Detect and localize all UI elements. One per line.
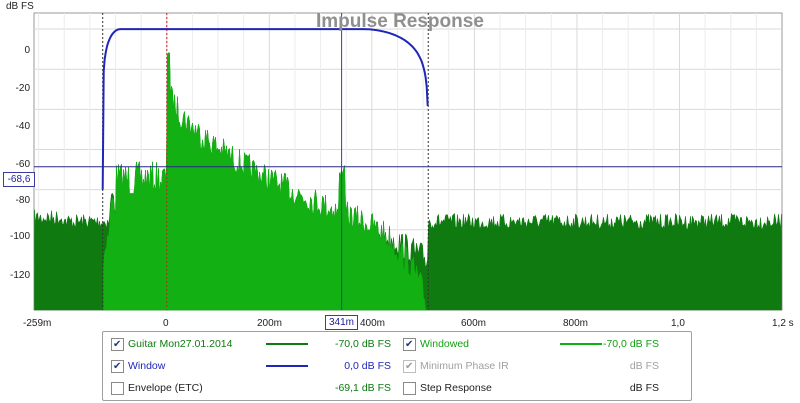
y-tick-label: -80 bbox=[15, 195, 30, 206]
legend-panel: Guitar Mon27.01.2014 -70,0 dB FS Windowe… bbox=[102, 331, 692, 401]
step-response-checkbox[interactable] bbox=[403, 382, 416, 395]
x-tick-label: 400m bbox=[360, 318, 386, 329]
legend-row-envelope[interactable]: Envelope (ETC) -69,1 dB FS bbox=[111, 379, 391, 397]
minimum-phase-label: Minimum Phase IR bbox=[420, 360, 509, 372]
chart-title: Impulse Response bbox=[316, 11, 484, 32]
x-tick-label: 200m bbox=[257, 318, 283, 329]
x-tick-label: 0 bbox=[163, 318, 169, 329]
legend-row-window[interactable]: Window 0,0 dB FS bbox=[111, 357, 391, 376]
window-value: 0,0 dB FS bbox=[344, 360, 391, 372]
y-axis-unit: dB FS bbox=[6, 1, 34, 12]
legend-row-guitar[interactable]: Guitar Mon27.01.2014 -70,0 dB FS bbox=[111, 335, 391, 354]
window-label: Window bbox=[128, 360, 166, 372]
minimum-phase-checkbox[interactable] bbox=[403, 358, 416, 376]
window-checkbox[interactable] bbox=[111, 358, 124, 376]
envelope-value: -69,1 dB FS bbox=[334, 382, 391, 394]
y-tick-label: -40 bbox=[15, 121, 30, 132]
guitar-checkbox[interactable] bbox=[111, 336, 124, 354]
legend-row-step-response[interactable]: Step Response dB FS bbox=[403, 379, 683, 397]
y-tick-label: -20 bbox=[15, 83, 30, 94]
guitar-label: Guitar Mon27.01.2014 bbox=[128, 338, 233, 350]
x-tick-label: -259m bbox=[23, 318, 52, 329]
y-tick-label: 0 bbox=[24, 45, 30, 56]
y-cursor-readout[interactable]: -68,6 bbox=[3, 172, 35, 187]
window-swatch bbox=[266, 365, 308, 367]
step-response-label: Step Response bbox=[420, 382, 492, 394]
windowed-swatch bbox=[560, 343, 602, 345]
series-window-curve bbox=[101, 28, 429, 190]
y-tick-label: -120 bbox=[9, 270, 30, 281]
x-tick-label: 1,2 s bbox=[772, 318, 794, 329]
legend-row-minimum-phase[interactable]: Minimum Phase IR dB FS bbox=[403, 357, 683, 376]
windowed-impulse-area bbox=[103, 52, 428, 311]
legend-row-windowed[interactable]: Windowed -70,0 dB FS bbox=[403, 335, 683, 354]
windowed-label: Windowed bbox=[420, 338, 470, 350]
envelope-label: Envelope (ETC) bbox=[128, 382, 203, 394]
y-tick-label: -100 bbox=[9, 231, 30, 242]
windowed-value: -70,0 dB FS bbox=[602, 338, 659, 350]
y-tick-label: -60 bbox=[15, 159, 30, 170]
x-tick-label: 600m bbox=[461, 318, 487, 329]
step-response-value: dB FS bbox=[629, 382, 659, 394]
x-cursor-readout[interactable]: 341m bbox=[325, 315, 358, 330]
envelope-checkbox[interactable] bbox=[111, 382, 124, 395]
window-curve bbox=[101, 28, 429, 190]
cursor-lines[interactable] bbox=[34, 13, 782, 310]
series-windowed bbox=[103, 52, 428, 311]
minimum-phase-value: dB FS bbox=[629, 360, 659, 372]
guitar-value: -70,0 dB FS bbox=[334, 338, 391, 350]
windowed-checkbox[interactable] bbox=[403, 336, 416, 354]
guitar-swatch bbox=[266, 343, 308, 345]
x-tick-label: 1,0 bbox=[671, 318, 685, 329]
x-tick-label: 800m bbox=[563, 318, 589, 329]
